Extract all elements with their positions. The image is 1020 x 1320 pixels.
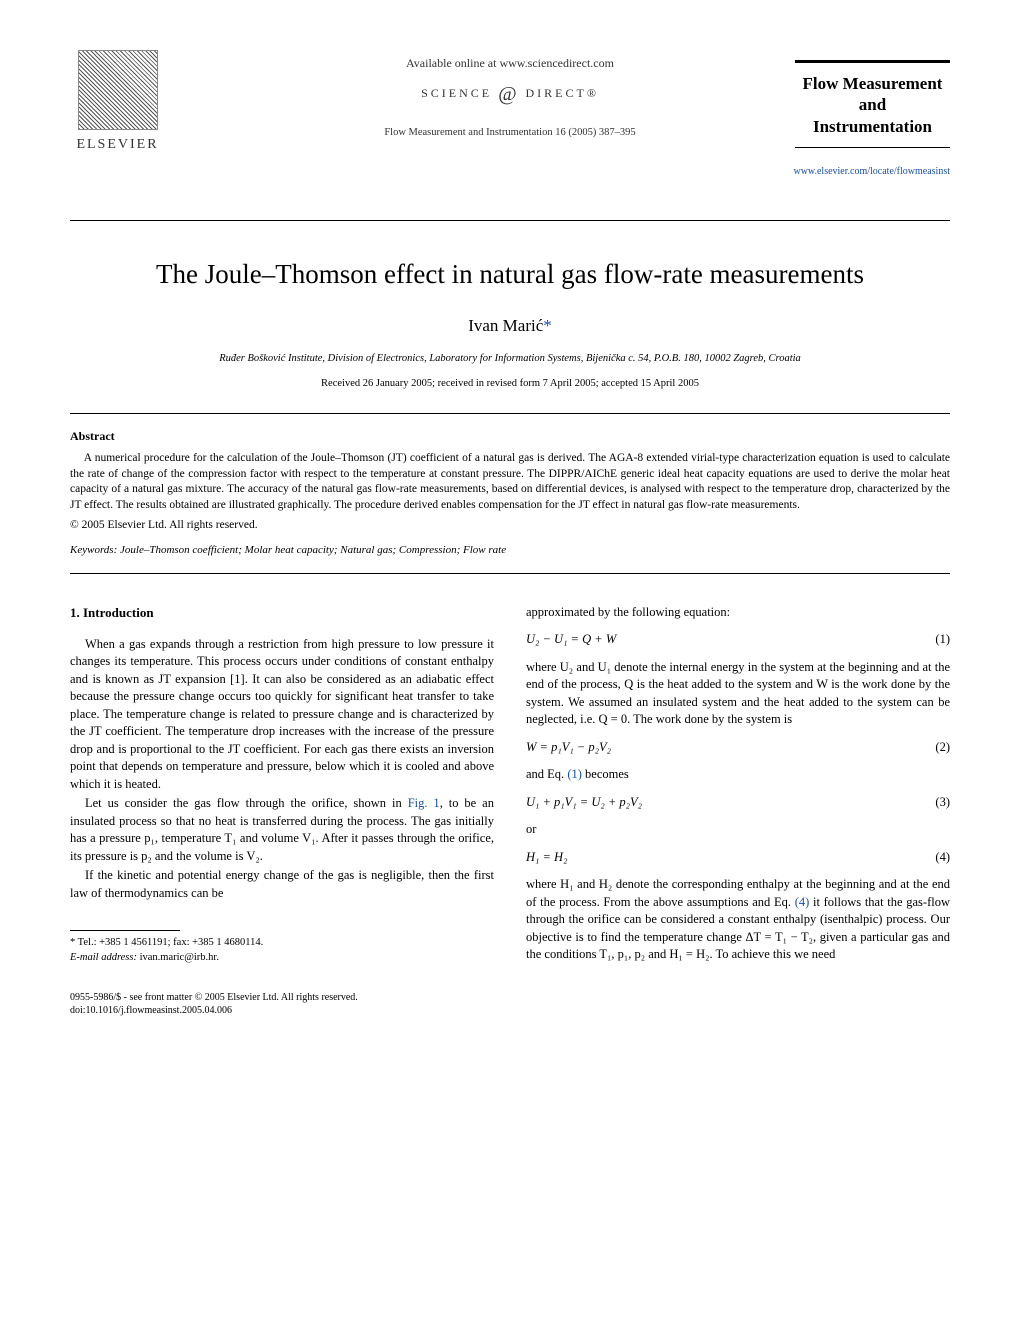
keywords-values: Joule–Thomson coefficient; Molar heat ca… <box>117 544 506 556</box>
rule-abstract-top <box>70 413 950 414</box>
eq1-math: U₂ − U₁ = Q + W <box>526 631 920 649</box>
para-r5: where H₁ and H₂ denote the corresponding… <box>526 876 950 964</box>
email-value: ivan.maric@irb.hr. <box>137 952 219 963</box>
sd-right: DIRECT® <box>525 86 598 100</box>
body-columns: 1. Introduction When a gas expands throu… <box>70 604 950 1017</box>
footnote-contact: Tel.: +385 1 4561191; fax: +385 1 468011… <box>75 937 263 948</box>
equation-1: U₂ − U₁ = Q + W (1) <box>526 631 950 649</box>
section-number: 1. <box>70 605 80 620</box>
page: ELSEVIER Available online at www.science… <box>0 0 1020 1057</box>
para-1: When a gas expands through a restriction… <box>70 636 494 794</box>
publisher-name: ELSEVIER <box>70 135 165 155</box>
header: ELSEVIER Available online at www.science… <box>70 50 950 140</box>
figure-ref-link[interactable]: Fig. 1 <box>408 796 440 810</box>
eq4-number: (4) <box>920 849 950 867</box>
sd-at-icon: @ <box>498 83 519 105</box>
eq-ref-link-4[interactable]: (4) <box>795 895 810 909</box>
para-r3a: and Eq. <box>526 767 567 781</box>
equation-4: H₁ = H₂ (4) <box>526 849 950 867</box>
section-heading: 1. Introduction <box>70 604 494 622</box>
affiliation: Ruđer Bošković Institute, Division of El… <box>70 352 950 367</box>
keywords-line: Keywords: Joule–Thomson coefficient; Mol… <box>70 543 950 558</box>
publisher-logo-box: ELSEVIER <box>70 50 165 155</box>
corresponding-footnote: * Tel.: +385 1 4561191; fax: +385 1 4680… <box>70 936 494 964</box>
equation-2: W = p₁V₁ − p₂V₂ (2) <box>526 739 950 757</box>
journal-title-line2: and Instrumentation <box>800 94 945 137</box>
eq3-number: (3) <box>920 794 950 812</box>
journal-title-box: Flow Measurement and Instrumentation <box>795 60 950 148</box>
footer-line1: 0955-5986/$ - see front matter © 2005 El… <box>70 991 494 1004</box>
eq-ref-link-1[interactable]: (1) <box>567 767 582 781</box>
author-footnote-marker[interactable]: * <box>543 316 552 335</box>
footer-metadata: 0955-5986/$ - see front matter © 2005 El… <box>70 991 494 1017</box>
eq3-math: U₁ + p₁V₁ = U₂ + p₂V₂ <box>526 794 920 812</box>
left-column: 1. Introduction When a gas expands throu… <box>70 604 494 1017</box>
abstract-text: A numerical procedure for the calculatio… <box>70 451 950 513</box>
para-r2: where U₂ and U₁ denote the internal ener… <box>526 659 950 729</box>
keywords-label: Keywords: <box>70 544 117 556</box>
footer-doi: doi:10.1016/j.flowmeasinst.2005.04.006 <box>70 1004 494 1017</box>
paper-title: The Joule–Thomson effect in natural gas … <box>70 256 950 294</box>
eq2-math: W = p₁V₁ − p₂V₂ <box>526 739 920 757</box>
equation-3: U₁ + p₁V₁ = U₂ + p₂V₂ (3) <box>526 794 950 812</box>
author-line: Ivan Marić* <box>70 314 950 338</box>
para-r3b: becomes <box>582 767 629 781</box>
sd-left: SCIENCE <box>421 86 492 100</box>
author-name: Ivan Marić <box>468 316 543 335</box>
elsevier-tree-icon <box>78 50 158 130</box>
para-2: Let us consider the gas flow through the… <box>70 795 494 865</box>
rule-top <box>70 220 950 221</box>
para-r4: or <box>526 821 950 839</box>
abstract-heading: Abstract <box>70 428 950 445</box>
footnote-rule <box>70 930 180 931</box>
journal-title-line1: Flow Measurement <box>800 73 945 94</box>
para-r3: and Eq. (1) becomes <box>526 766 950 784</box>
para-1-text: When a gas expands through a restriction… <box>70 637 494 791</box>
eq4-math: H₁ = H₂ <box>526 849 920 867</box>
copyright-line: © 2005 Elsevier Ltd. All rights reserved… <box>70 517 950 533</box>
eq2-number: (2) <box>920 739 950 757</box>
journal-homepage-link[interactable]: www.elsevier.com/locate/flowmeasinst <box>793 165 950 179</box>
email-label: E-mail address: <box>70 952 137 963</box>
rule-abstract-bottom <box>70 573 950 574</box>
right-column: approximated by the following equation: … <box>526 604 950 1017</box>
section-title: Introduction <box>83 605 154 620</box>
eq1-number: (1) <box>920 631 950 649</box>
para-3: If the kinetic and potential energy chan… <box>70 867 494 902</box>
history-dates: Received 26 January 2005; received in re… <box>70 377 950 392</box>
para-2a: Let us consider the gas flow through the… <box>85 796 408 810</box>
para-r1: approximated by the following equation: <box>526 604 950 622</box>
